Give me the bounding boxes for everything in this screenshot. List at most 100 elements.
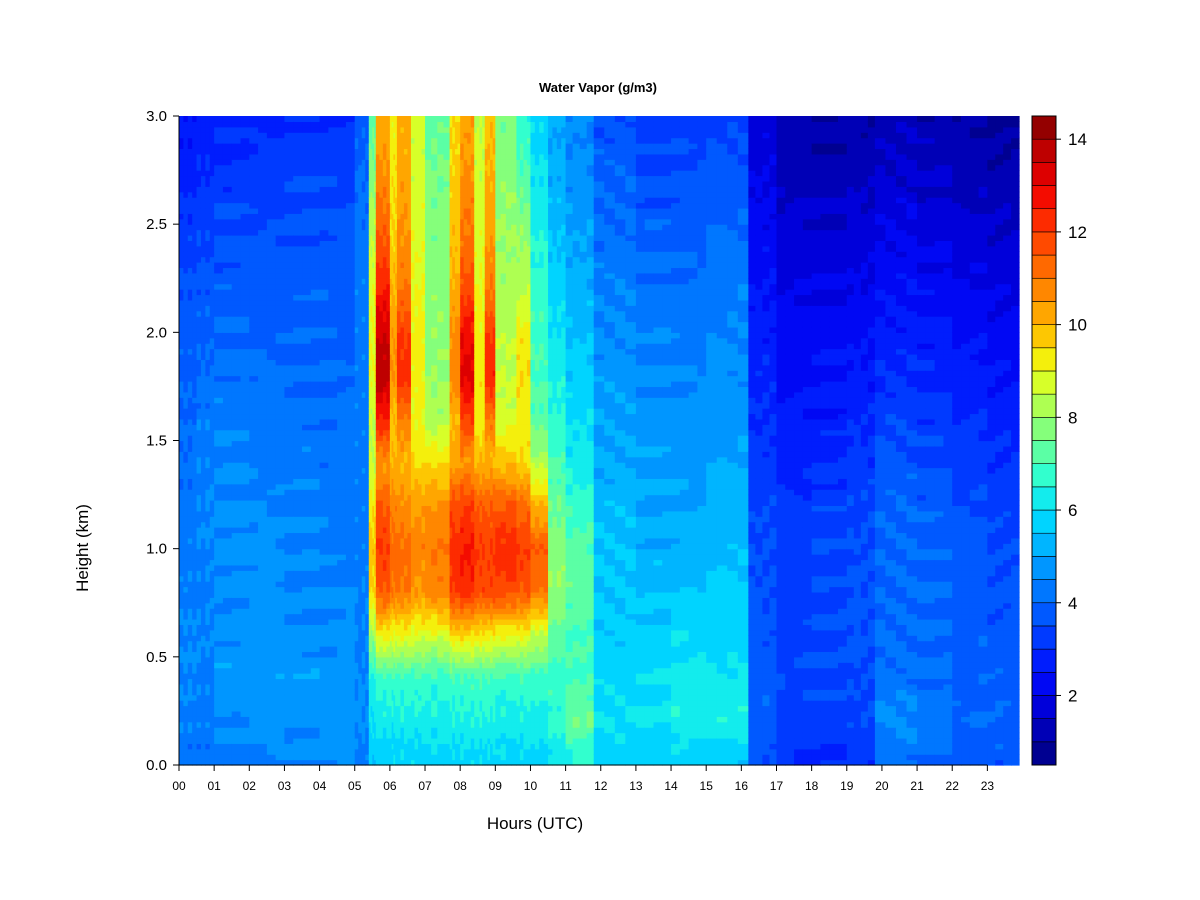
heatmap-cell xyxy=(365,429,370,436)
heatmap-cell xyxy=(368,321,372,328)
heatmap-cell xyxy=(365,207,370,214)
heatmap-cell xyxy=(386,505,391,512)
heatmap-cell xyxy=(205,143,211,150)
heatmap-cell xyxy=(375,316,380,323)
heatmap-cell xyxy=(386,175,391,182)
heatmap-cell xyxy=(361,727,366,734)
heatmap-cell xyxy=(328,397,338,404)
heatmap-cell xyxy=(379,435,384,442)
heatmap-cell xyxy=(354,143,359,150)
heatmap-cell xyxy=(179,651,184,658)
heatmap-cell xyxy=(205,207,211,214)
heatmap-cell xyxy=(275,278,286,285)
heatmap-cell xyxy=(200,651,206,658)
heatmap-cell xyxy=(183,646,189,653)
heatmap-cell xyxy=(379,559,384,566)
heatmap-cell xyxy=(302,483,312,490)
heatmap-cell xyxy=(395,618,398,625)
heatmap-cell xyxy=(192,683,198,690)
heatmap-cell xyxy=(358,591,363,598)
heatmap-cell xyxy=(396,213,402,220)
heatmap-cell xyxy=(258,353,268,360)
heatmap-cell xyxy=(209,262,215,269)
heatmap-cell xyxy=(386,586,391,593)
heatmap-cell xyxy=(249,516,259,523)
heatmap-cell xyxy=(293,299,303,306)
heatmap-cell xyxy=(200,608,206,615)
heatmap-cell xyxy=(395,462,398,469)
heatmap-cell xyxy=(284,321,294,328)
heatmap-cell xyxy=(395,137,398,144)
heatmap-cell xyxy=(205,159,211,166)
heatmap-cell xyxy=(372,705,375,712)
heatmap-cell xyxy=(196,229,202,236)
heatmap-cell xyxy=(200,267,206,274)
heatmap-cell xyxy=(361,229,366,236)
heatmap-cell xyxy=(214,667,224,674)
heatmap-cell xyxy=(284,716,294,723)
heatmap-cell xyxy=(187,597,193,604)
heatmap-cell xyxy=(361,116,366,123)
heatmap-cell xyxy=(375,116,380,123)
heatmap-cell xyxy=(266,618,277,625)
heatmap-cell xyxy=(310,294,321,301)
heatmap-cell xyxy=(345,397,356,404)
heatmap-cell xyxy=(284,591,294,598)
heatmap-cell xyxy=(275,402,286,409)
heatmap-cell xyxy=(231,197,242,204)
heatmap-cell xyxy=(389,159,393,166)
heatmap-cell xyxy=(284,467,294,474)
heatmap-cell xyxy=(389,148,393,155)
heatmap-cell xyxy=(370,202,373,209)
heatmap-cell xyxy=(275,332,286,339)
heatmap-cell xyxy=(205,700,211,707)
heatmap-cell xyxy=(231,591,242,598)
heatmap-cell xyxy=(358,440,363,447)
heatmap-cell xyxy=(337,494,347,501)
heatmap-cell xyxy=(328,132,338,139)
heatmap-cell xyxy=(179,289,184,296)
heatmap-cell xyxy=(374,748,377,755)
heatmap-cell xyxy=(393,483,396,490)
heatmap-cell xyxy=(358,202,363,209)
heatmap-cell xyxy=(365,289,370,296)
heatmap-cell xyxy=(374,289,377,296)
heatmap-cell xyxy=(374,359,377,366)
heatmap-cell xyxy=(379,445,384,452)
heatmap-cell xyxy=(240,197,250,204)
heatmap-cell xyxy=(382,375,387,382)
heatmap-cell xyxy=(302,121,312,128)
heatmap-cell xyxy=(379,343,384,350)
heatmap-cell xyxy=(386,148,391,155)
heatmap-cell xyxy=(310,678,321,685)
heatmap-cell xyxy=(222,673,233,680)
heatmap-cell xyxy=(396,337,402,344)
heatmap-cell xyxy=(337,586,347,593)
heatmap-cell xyxy=(179,694,184,701)
heatmap-cell xyxy=(328,732,338,739)
heatmap-cell xyxy=(379,732,384,739)
heatmap-cell xyxy=(382,429,387,436)
heatmap-cell xyxy=(196,186,202,193)
heatmap-cell xyxy=(231,570,242,577)
heatmap-cell xyxy=(275,586,286,593)
heatmap-cell xyxy=(293,202,303,209)
heatmap-cell xyxy=(400,662,405,669)
heatmap-cell xyxy=(240,348,250,355)
heatmap-cell xyxy=(365,262,370,269)
heatmap-cell xyxy=(240,505,250,512)
heatmap-cell xyxy=(358,505,363,512)
heatmap-cell xyxy=(328,489,338,496)
heatmap-cell xyxy=(389,451,393,458)
heatmap-cell xyxy=(319,126,329,133)
heatmap-cell xyxy=(209,532,215,539)
heatmap-cell xyxy=(319,532,329,539)
heatmap-cell xyxy=(209,635,215,642)
heatmap-cell xyxy=(389,359,393,366)
heatmap-cell xyxy=(214,748,224,755)
heatmap-cell xyxy=(379,326,384,333)
heatmap-cell xyxy=(395,418,398,425)
heatmap-cell xyxy=(382,710,387,717)
heatmap-cell xyxy=(187,564,193,571)
heatmap-cell xyxy=(389,370,393,377)
